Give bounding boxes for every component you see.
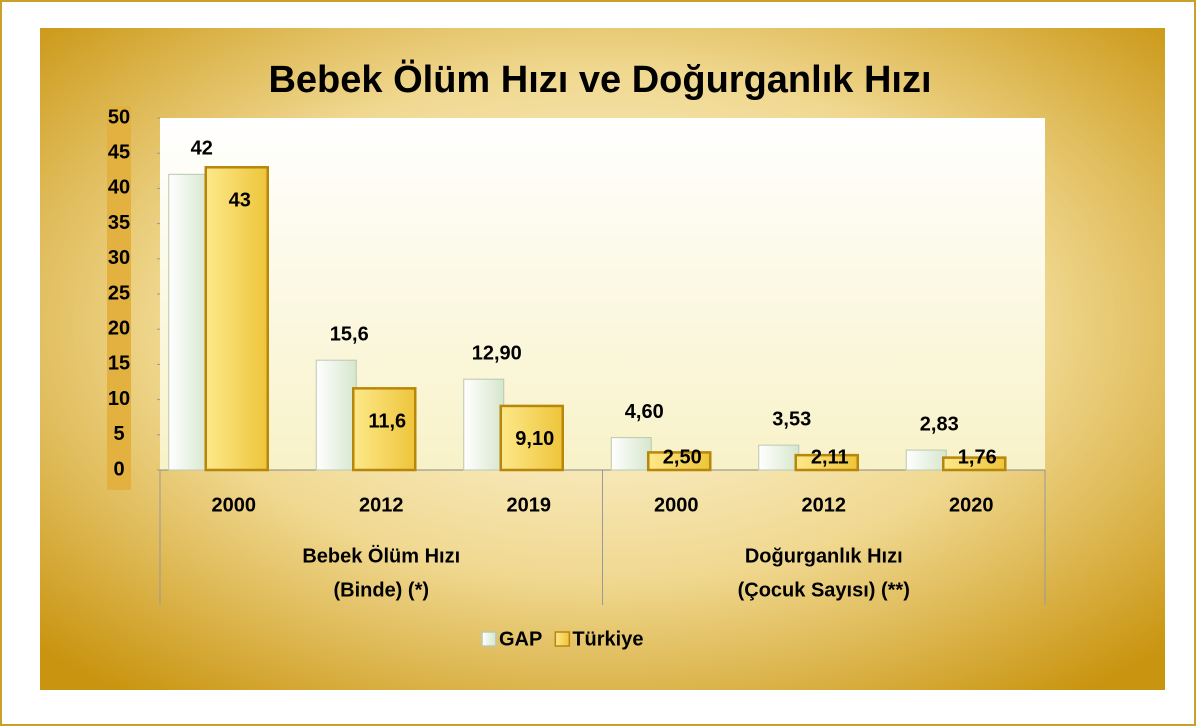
plot-area (160, 118, 1045, 470)
data-label: 3,53 (772, 408, 811, 430)
bar (794, 453, 859, 472)
bar (463, 378, 505, 471)
x-tick-label: 2012 (802, 494, 847, 516)
y-tick-label: 30 (108, 247, 130, 269)
x-tick-label: 2012 (359, 494, 404, 516)
bar (647, 451, 712, 472)
group-label: Doğurganlık Hızı (745, 545, 903, 567)
legend-swatch (481, 631, 497, 647)
bar (905, 449, 947, 471)
group-label: (Binde) (*) (333, 579, 429, 601)
bar (610, 437, 652, 471)
data-label: 2,50 (663, 446, 702, 468)
legend-swatch (554, 631, 571, 647)
y-tick-label: 15 (108, 353, 130, 375)
y-tick-label: 10 (108, 388, 130, 410)
data-label: 2,11 (811, 446, 849, 468)
bar (168, 173, 210, 471)
x-tick-label: 2019 (507, 494, 552, 516)
y-tick-label: 50 (108, 106, 130, 128)
x-tick-label: 2000 (212, 494, 257, 516)
data-label: 42 (191, 138, 213, 160)
bar (204, 166, 269, 472)
data-label: 11,6 (368, 411, 406, 433)
bar (758, 444, 800, 471)
data-label: 2,83 (920, 413, 959, 435)
y-tick-label: 20 (108, 317, 130, 339)
bar (942, 456, 1007, 472)
group-label: (Çocuk Sayısı) (**) (738, 579, 910, 601)
data-label: 12,90 (472, 342, 522, 364)
y-tick-label: 35 (108, 212, 130, 234)
legend-label: GAP (499, 628, 542, 650)
data-label: 4,60 (625, 401, 664, 423)
data-label: 15,6 (330, 323, 369, 345)
y-tick-label: 5 (113, 423, 124, 445)
chart-title: Bebek Ölüm Hızı ve Doğurganlık Hızı (268, 58, 931, 101)
group-label: Bebek Ölüm Hızı (302, 544, 460, 567)
x-tick-label: 2000 (654, 494, 699, 516)
y-tick-label: 25 (108, 282, 130, 304)
bar (352, 387, 417, 472)
legend-label: Türkiye (572, 628, 643, 650)
bar (315, 359, 357, 471)
axis-band (107, 106, 131, 490)
data-label: 9,10 (515, 428, 554, 450)
data-label: 43 (229, 190, 251, 212)
y-tick-label: 40 (108, 177, 130, 199)
y-tick-label: 45 (108, 141, 130, 163)
x-tick-label: 2020 (949, 494, 994, 516)
bar (499, 404, 564, 472)
data-label: 1,76 (958, 446, 997, 468)
y-tick-label: 0 (113, 458, 124, 480)
